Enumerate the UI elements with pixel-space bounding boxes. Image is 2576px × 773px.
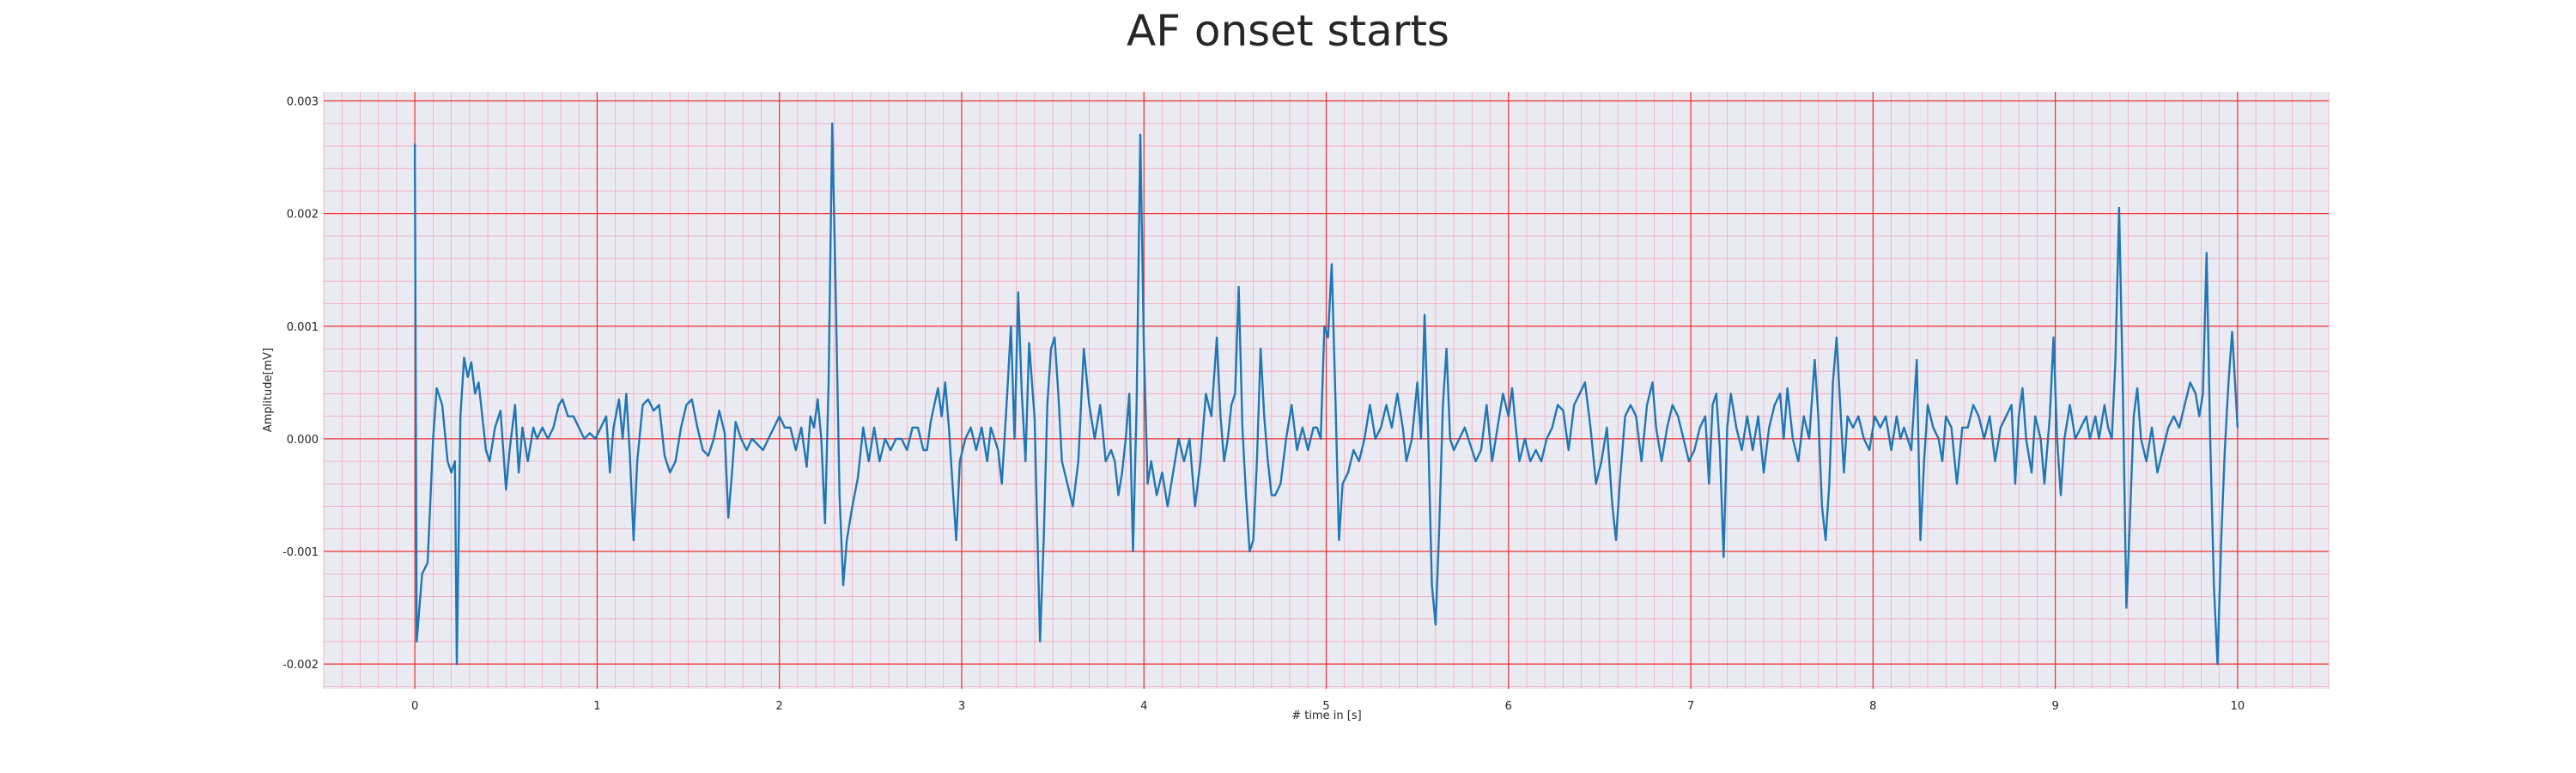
- x-tick-label: 4: [1140, 700, 1147, 713]
- ecg-series-line: [413, 122, 2239, 666]
- x-tick-label: 10: [2231, 700, 2245, 713]
- chart-title: AF onset starts: [1127, 6, 1449, 56]
- x-tick-label: 1: [593, 700, 600, 713]
- y-axis-label: Amplitude[mV]: [262, 348, 275, 432]
- y-tick-labels: 0.003 0.002 0.001 0.000 -0.001 -0.002: [283, 95, 319, 672]
- x-axis-label: # time in [s]: [1291, 709, 1361, 722]
- x-tick-label: 5: [1322, 700, 1329, 713]
- x-tick-labels: 0 1 2 3 4 5 6 7 8 9 10: [411, 700, 2245, 713]
- major-grid: [324, 92, 2329, 689]
- x-tick-label: 0: [411, 700, 418, 713]
- x-tick-label: 3: [958, 700, 965, 713]
- x-tick-label: 6: [1505, 700, 1512, 713]
- x-tick-label: 7: [1687, 700, 1694, 713]
- y-tick-label: -0.002: [283, 659, 319, 672]
- x-tick-label: 9: [2051, 700, 2058, 713]
- y-tick-label: 0.000: [287, 434, 319, 447]
- y-tick-label: 0.003: [287, 95, 319, 108]
- y-tick-label: -0.001: [283, 546, 319, 559]
- y-tick-label: 0.002: [287, 209, 319, 222]
- y-tick-label: 0.001: [287, 321, 319, 334]
- x-tick-label: 8: [1869, 700, 1876, 713]
- x-tick-label: 2: [776, 700, 783, 713]
